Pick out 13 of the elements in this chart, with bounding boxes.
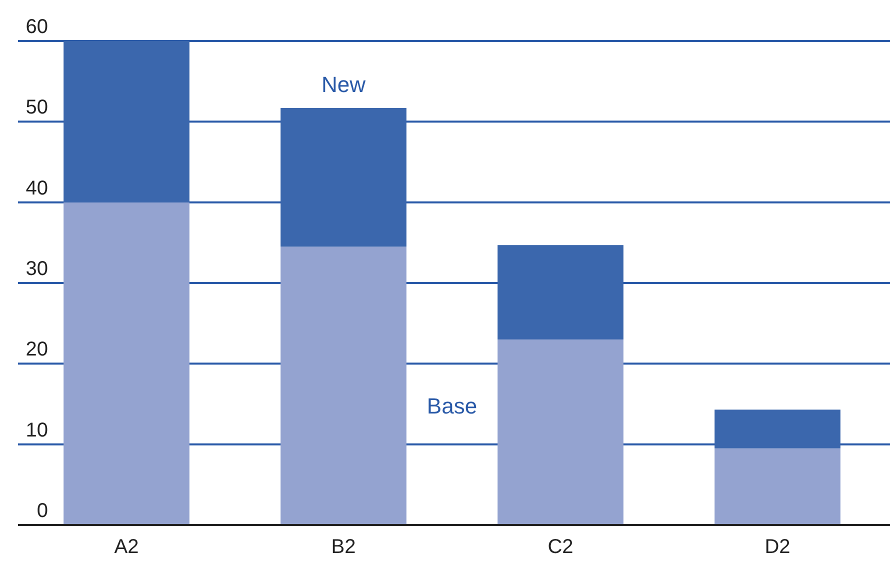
y-tick-label: 30: [26, 258, 48, 280]
x-tick-label: D2: [764, 536, 790, 558]
y-tick-label: 10: [26, 419, 48, 442]
y-tick-label: 60: [26, 16, 48, 38]
y-tick-label: 20: [26, 338, 48, 361]
y-tick-label: 50: [26, 96, 48, 119]
x-tick-label: B2: [331, 536, 356, 558]
x-tick-label: C2: [548, 536, 574, 558]
series-label: Base: [426, 394, 478, 419]
y-tick-label: 0: [36, 500, 48, 522]
series-label: New: [321, 72, 366, 97]
y-tick-label: 40: [26, 177, 48, 200]
x-tick-label: A2: [114, 536, 139, 558]
